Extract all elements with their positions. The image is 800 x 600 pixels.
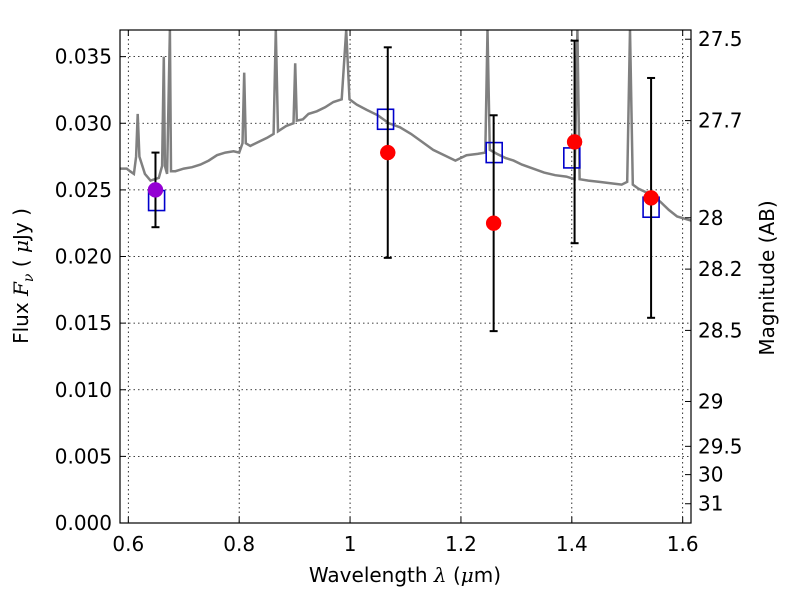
y-tick-label: 0.010 [55, 378, 112, 402]
mag-tick-label: 28.2 [698, 257, 743, 281]
y-tick-label: 0.025 [55, 178, 112, 202]
y-tick-label: 0.020 [55, 245, 112, 269]
mag-tick-label: 30 [698, 463, 723, 487]
mag-tick-label: 31 [698, 492, 723, 516]
y-axis-title: Flux Fν ( μJy ) [9, 208, 37, 344]
plot-background [120, 30, 691, 523]
mag-tick-label: 29.5 [698, 434, 743, 458]
y-tick-label: 0.030 [55, 111, 112, 135]
x-tick-label: 0.6 [112, 532, 144, 556]
y-axis-right-title: Magnitude (AB) [755, 200, 779, 355]
observed-point [485, 215, 502, 231]
x-axis-title: Wavelength λ (μm) [309, 563, 501, 587]
observed-point [643, 190, 659, 206]
y-tick-label: 0.015 [55, 311, 112, 335]
mag-tick-label: 28.5 [698, 318, 743, 342]
y-tick-label: 0.035 [55, 45, 112, 69]
model-box [376, 108, 395, 131]
mag-tick-label: 27.5 [698, 27, 743, 51]
x-tick-label: 1.2 [445, 532, 477, 556]
observed-point [566, 134, 583, 150]
observed-point [380, 144, 396, 161]
x-tick-label: 1.6 [667, 532, 699, 556]
x-tick-label: 1 [344, 532, 357, 556]
x-tick-label: 0.8 [223, 532, 255, 556]
x-tick-label: 1.4 [556, 532, 588, 556]
axis-ticks: 0.6 0.8 1 1.2 1.4 1.6 0.000 0.005 0.010 0.015 0.02… [55, 27, 743, 556]
y-tick-label: 0.000 [55, 511, 112, 535]
observed-point [147, 182, 164, 198]
y-tick-label: 0.005 [55, 444, 112, 468]
mag-tick-label: 28 [698, 206, 723, 230]
plot-frame [119, 29, 692, 524]
data-marks [147, 39, 660, 333]
mag-tick-label: 29 [698, 389, 723, 413]
mag-tick-label: 27.7 [698, 109, 743, 133]
